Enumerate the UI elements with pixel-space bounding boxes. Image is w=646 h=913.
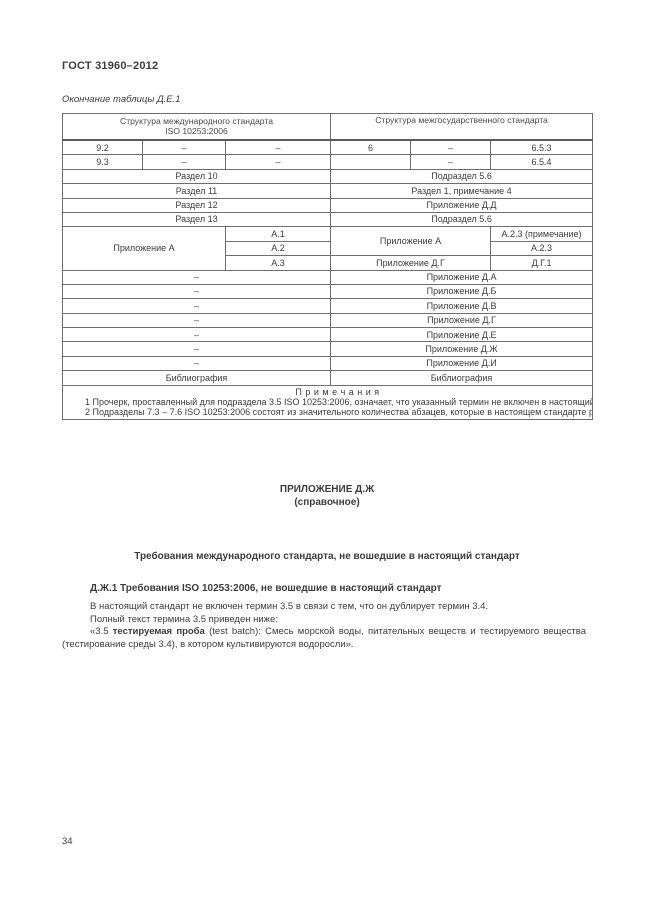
- table-cell: Раздел 1, примечание 4: [330, 183, 594, 199]
- table-cell: 6.5.4: [490, 154, 594, 170]
- note-item: 2 Подразделы 7.3 – 7.6 ISO 10253:2006 со…: [85, 407, 592, 418]
- table-caption: Окончание таблицы Д.Е.1: [62, 94, 181, 105]
- table-cell: А.3: [224, 255, 332, 271]
- table-cell: –: [224, 139, 332, 156]
- table-row: Раздел 10 Подраздел 5.6: [61, 168, 594, 185]
- table-cell: А.2: [224, 240, 332, 257]
- comparison-table: Структура международного стандарта ISO 1…: [61, 113, 594, 420]
- table-cell: Приложение Д.Б: [330, 283, 594, 300]
- table-header-international: Структура международного стандарта ISO 1…: [61, 113, 332, 141]
- table-cell: 9.2: [62, 139, 143, 156]
- table-cell: Раздел 12: [61, 197, 332, 213]
- term-quote: «3.5 тестируемая проба (test batch): Сме…: [62, 626, 586, 651]
- table-cell: Приложение Д.Г: [330, 312, 594, 329]
- table-cell: –: [224, 154, 332, 170]
- paragraph: В настоящий стандарт не включен термин 3…: [90, 601, 489, 612]
- table-cell: Раздел 11: [61, 183, 332, 199]
- note-item: 1 Прочерк, проставленный для подраздела …: [85, 396, 593, 407]
- table-cell: Приложение Д.И: [330, 355, 594, 372]
- table-row: Раздел 13 Подраздел 5.6: [61, 211, 594, 228]
- table-cell: –: [142, 139, 226, 156]
- table-cell: –: [61, 298, 332, 314]
- table-row: Приложение А А.1 Приложение А А.2.3 (при…: [62, 226, 594, 271]
- table-cell: Приложение Д.Г: [330, 255, 492, 271]
- table-cell: Раздел 10: [61, 168, 332, 185]
- table-notes-row: П р и м е ч а н и я 1 Прочерк, проставле…: [61, 384, 594, 420]
- table-row: – Приложение Д.И: [61, 355, 594, 372]
- table-row: Раздел 12 Приложение Д.Д: [61, 197, 594, 213]
- table-cell: Библиография: [330, 370, 594, 386]
- table-cell: Д.Г.1: [490, 255, 594, 271]
- table-row: – Приложение Д.А: [61, 269, 594, 285]
- appendix-body: В настоящий стандарт не включен термин 3…: [62, 601, 586, 651]
- table-row: – Приложение Д.Г: [61, 312, 594, 329]
- table-row: Библиография Библиография: [61, 370, 594, 386]
- table-cell: А.2.3 (примечание): [490, 226, 594, 242]
- table-cell: Приложение Д.Д: [330, 197, 594, 213]
- table-cell: Приложение А: [62, 226, 226, 271]
- header-international-line2: ISO 10253:2006: [165, 125, 228, 136]
- appendix-title-block: ПРИЛОЖЕНИЕ Д.Ж (справочное): [62, 483, 592, 509]
- table-row: – Приложение Д.Ж: [61, 341, 594, 357]
- table-cell: Раздел 13: [61, 211, 332, 228]
- table-notes-cell: П р и м е ч а н и я 1 Прочерк, проставле…: [61, 384, 594, 420]
- term-quote-prefix: «3.5: [90, 626, 113, 638]
- table-row: – Приложение Д.В: [61, 298, 594, 314]
- table-cell: А.1: [224, 226, 332, 242]
- table-cell: 9.3: [62, 154, 143, 170]
- doc-header: ГОСТ 31960–2012: [62, 60, 159, 72]
- page-number: 34: [62, 836, 73, 847]
- table-header-row: Структура международного стандарта ISO 1…: [61, 113, 594, 141]
- table-cell: Приложение Д.Ж: [330, 341, 594, 357]
- table-cell: –: [61, 341, 332, 357]
- table-cell: Подраздел 5.6: [330, 168, 594, 185]
- table-cell: –: [61, 283, 332, 300]
- appendix-subtitle: (справочное): [294, 497, 360, 508]
- table-row: – Приложение Д.Б: [61, 283, 594, 300]
- table-row: 9.3 – – – 6.5.4: [62, 154, 594, 170]
- term-quote-suffix: (test batch): Смесь морской воды, питате…: [62, 626, 587, 650]
- table-cell: –: [410, 154, 492, 170]
- table-cell: Приложение Д.А: [330, 269, 594, 285]
- table-cell: Приложение Д.Е: [330, 327, 594, 343]
- table-cell: 6.5.3: [490, 139, 594, 156]
- table-cell: А.2.3: [490, 240, 594, 257]
- appendix-subheading: Д.Ж.1 Требования ISO 10253:2006, не воше…: [90, 583, 442, 594]
- table-row: 9.2 – – 6 – 6.5.3: [62, 139, 594, 156]
- header-international-line1: Структура международного стандарта: [119, 115, 274, 126]
- table-cell: –: [61, 327, 332, 343]
- table-row: – Приложение Д.Е: [61, 327, 594, 343]
- table-cell: –: [142, 154, 226, 170]
- table-cell: Приложение Д.В: [330, 298, 594, 314]
- table-cell: [330, 154, 412, 170]
- table-cell: –: [410, 139, 492, 156]
- table-cell: –: [61, 312, 332, 329]
- table-cell: –: [61, 269, 332, 285]
- table-cell: –: [61, 355, 332, 372]
- table-header-interstate: Структура межгосударственного стандарта: [330, 113, 594, 141]
- table-cell: 6: [330, 139, 412, 156]
- table-cell: Библиография: [61, 370, 332, 386]
- table-cell: Приложение А: [330, 226, 492, 257]
- table-row: Раздел 11 Раздел 1, примечание 4: [61, 183, 594, 199]
- table-cell: Подраздел 5.6: [330, 211, 594, 228]
- appendix-heading: Требования международного стандарта, не …: [134, 551, 520, 562]
- paragraph: Полный текст термина 3.5 приведен ниже:: [90, 613, 278, 625]
- term-name: тестируемая проба: [112, 626, 205, 638]
- notes-title: П р и м е ч а н и я: [295, 386, 380, 397]
- appendix-title: ПРИЛОЖЕНИЕ Д.Ж: [279, 484, 375, 495]
